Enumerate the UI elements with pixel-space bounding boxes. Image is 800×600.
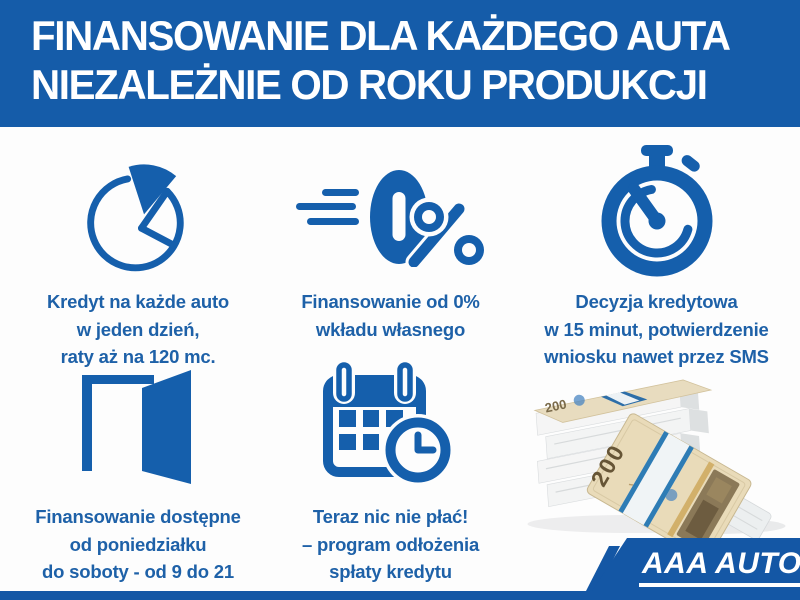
caption-line: Finansowanie od 0% (301, 291, 480, 312)
caption-line: Kredyt na każde auto (46, 291, 230, 312)
open-door-icon (8, 368, 268, 490)
feature-zero-percent: Finansowanie od 0% wkładu własnego (268, 140, 513, 385)
feature-caption: Finansowanie od 0% wkładu własnego (256, 288, 525, 343)
feature-caption: Finansowanie dostępne od poniedziałku do… (0, 503, 280, 586)
header-line-2: NIEZALEŻNIE OD ROKU PRODUKCJI (31, 61, 708, 108)
caption-line: do soboty - od 9 do 21 (42, 561, 234, 582)
header-banner: FINANSOWANIE DLA KAŻDEGO AUTA NIEZALEŻNI… (0, 0, 800, 127)
caption-line: spłaty kredytu (329, 561, 452, 582)
banknote-value-label: 200 (544, 396, 568, 415)
feature-deferral: Teraz nic nie płać! – program odłożenia … (268, 358, 513, 600)
caption-line: w jeden dzień, (76, 318, 200, 340)
pie-chart-icon (8, 147, 268, 287)
zero-percent-icon (268, 165, 513, 267)
caption-line: od poniedziałku (69, 533, 207, 555)
caption-line: – program odłożenia (301, 533, 480, 555)
feature-caption: Kredyt na każde auto w jeden dzień, raty… (0, 288, 280, 371)
calendar-clock-icon (268, 362, 513, 486)
feature-availability: Finansowanie dostępne od poniedziałku do… (8, 358, 268, 600)
feature-decision: Decyzja kredytowa w 15 minut, potwierdze… (513, 140, 800, 385)
money-stacks-photo: 200 (512, 360, 795, 538)
feature-caption: Teraz nic nie płać! – program odłożenia … (256, 503, 525, 586)
caption-line: wkładu własnego (315, 318, 466, 340)
stopwatch-icon (513, 145, 800, 279)
bottom-bar (0, 591, 800, 600)
caption-line: Decyzja kredytowa (575, 291, 738, 312)
feature-caption: Decyzja kredytowa w 15 minut, potwierdze… (501, 288, 800, 371)
logo-text: AAA AUTO (639, 547, 800, 587)
caption-line: wniosku nawet przez SMS (544, 346, 769, 367)
caption-line: w 15 minut, potwierdzenie (544, 318, 769, 340)
aaa-auto-logo: AAA AUTO (592, 538, 800, 591)
caption-line: Finansowanie dostępne (35, 506, 241, 527)
feature-credit: Kredyt na każde auto w jeden dzień, raty… (8, 140, 268, 385)
caption-line: raty aż na 120 mc. (60, 346, 216, 367)
header-line-1: FINANSOWANIE DLA KAŻDEGO AUTA (31, 12, 731, 59)
caption-line: Teraz nic nie płać! (312, 506, 469, 527)
